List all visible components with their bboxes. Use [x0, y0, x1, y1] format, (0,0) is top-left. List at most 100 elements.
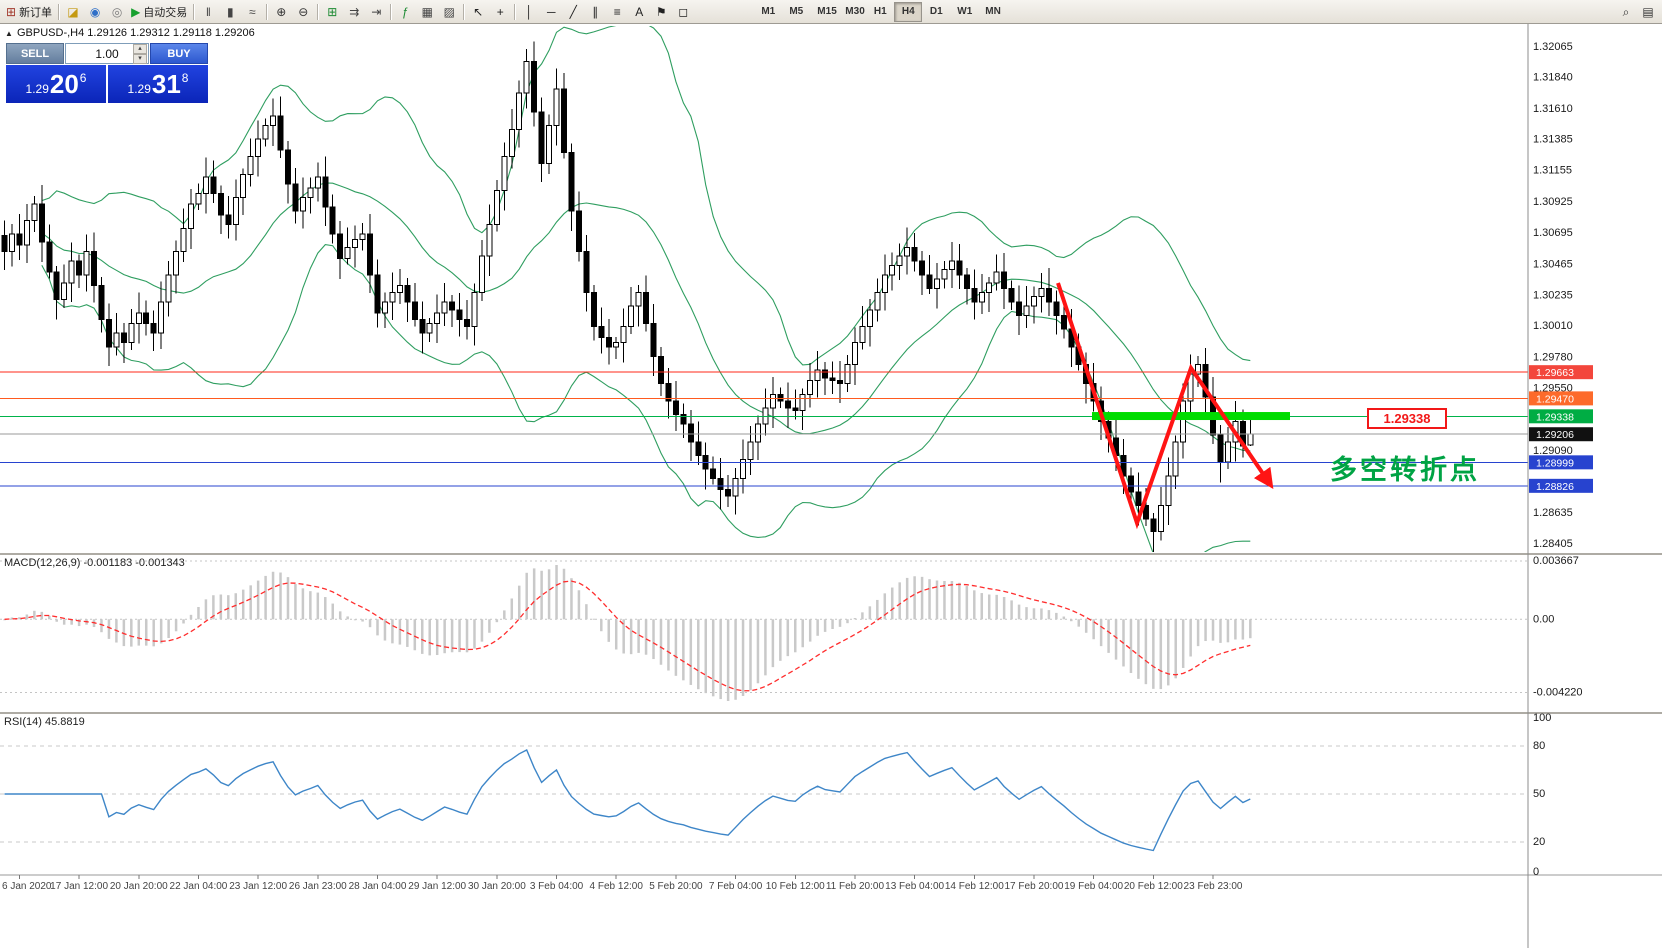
svg-text:5 Feb 20:00: 5 Feb 20:00 [649, 881, 703, 892]
shapes-tool-button[interactable]: ◻ [672, 2, 694, 22]
zigzag-arrow-annotation[interactable] [1056, 282, 1274, 530]
one-click-collapse-arrow[interactable]: ▲ [5, 29, 13, 38]
buy-price-big: 31 [151, 69, 181, 99]
svg-text:1.32065: 1.32065 [1533, 41, 1573, 53]
sell-price-pip: 6 [79, 70, 87, 85]
channel-tool-button[interactable]: ∥ [584, 2, 606, 22]
indicators-button[interactable]: ƒ [394, 2, 416, 22]
zoom-out-icon: ⊖ [298, 4, 309, 19]
sell-price-button[interactable]: 1.29 20 6 [6, 65, 106, 103]
vertical-line-tool-icon: │ [525, 4, 534, 19]
svg-text:28 Jan 04:00: 28 Jan 04:00 [349, 881, 407, 892]
panel-divider[interactable] [0, 553, 1662, 555]
chart-shift-button[interactable]: ⇥ [365, 2, 387, 22]
line-chart-type-button[interactable]: ≈ [241, 2, 263, 22]
svg-text:29 Jan 12:00: 29 Jan 12:00 [408, 881, 466, 892]
rsi-line [4, 749, 1251, 852]
svg-text:1.29206: 1.29206 [1536, 429, 1574, 441]
auto-trading-icon: ▶ [131, 4, 141, 19]
line-chart-type-icon: ≈ [249, 4, 256, 19]
sell-button[interactable]: SELL [6, 43, 64, 64]
chart-shift-icon: ⇥ [371, 4, 382, 19]
svg-text:14 Feb 12:00: 14 Feb 12:00 [945, 881, 1004, 892]
zoom-in-button[interactable]: ⊕ [270, 2, 292, 22]
timeframe-m1[interactable]: M1 [754, 2, 782, 22]
svg-text:1.29780: 1.29780 [1533, 351, 1573, 363]
svg-text:23 Feb 23:00: 23 Feb 23:00 [1184, 881, 1243, 892]
support-zone-bar[interactable] [1092, 412, 1290, 421]
svg-text:26 Jan 23:00: 26 Jan 23:00 [289, 881, 347, 892]
zoom-in-icon: ⊕ [276, 4, 287, 19]
svg-text:50: 50 [1533, 788, 1545, 800]
templates-button[interactable]: ▨ [438, 2, 460, 22]
svg-text:80: 80 [1533, 740, 1545, 752]
toolbar-separator [266, 3, 268, 20]
svg-text:4 Feb 12:00: 4 Feb 12:00 [590, 881, 644, 892]
new-order-button[interactable]: ⊞ 新订单 [3, 2, 55, 22]
search-icon: ⌕ [1622, 4, 1630, 19]
svg-text:1.30010: 1.30010 [1533, 320, 1573, 332]
zoom-out-button[interactable]: ⊖ [292, 2, 314, 22]
annotation-text: 多空转折点 [1330, 455, 1480, 485]
svg-text:0.003667: 0.003667 [1533, 555, 1579, 567]
timeframe-m15[interactable]: M15 [810, 2, 838, 22]
svg-text:1.29663: 1.29663 [1536, 367, 1574, 379]
svg-text:1.30925: 1.30925 [1533, 196, 1573, 208]
svg-text:23 Jan 12:00: 23 Jan 12:00 [229, 881, 287, 892]
trendline-tool-button[interactable]: ╱ [562, 2, 584, 22]
navigator-button[interactable]: ◎ [106, 2, 128, 22]
new-order-icon: ⊞ [6, 4, 17, 19]
svg-text:6 Jan 2020: 6 Jan 2020 [2, 881, 52, 892]
candlestick-chart-type-button[interactable]: ▮ [219, 2, 241, 22]
svg-text:20 Jan 20:00: 20 Jan 20:00 [110, 881, 168, 892]
auto-scroll-button[interactable]: ⇉ [343, 2, 365, 22]
periods-button[interactable]: ▦ [416, 2, 438, 22]
timeframe-d1[interactable]: D1 [922, 2, 950, 22]
buy-price-pip: 8 [181, 70, 189, 85]
vertical-line-tool-button[interactable]: │ [518, 2, 540, 22]
tile-windows-button[interactable]: ⊞ [321, 2, 343, 22]
timeframe-h1[interactable]: H1 [866, 2, 894, 22]
volume-down-button[interactable]: ▾ [133, 53, 147, 64]
svg-text:1.31385: 1.31385 [1533, 133, 1573, 145]
horizontal-line-tool-button[interactable]: ─ [540, 2, 562, 22]
volume-up-button[interactable]: ▴ [133, 43, 147, 54]
text-tool-button[interactable]: A [628, 2, 650, 22]
toolbar-buttons: ⊞ 新订单 ◪ ◉ ◎ ▶ 自动交易 ‖ ▮ ≈ ⊕ ⊖ ⊞ ⇉ ⇥ ƒ ▦ ▨ ↖ + │ ─ ╱ ∥ ≡ A ⚑ ◻ [3, 2, 694, 22]
price-callout[interactable]: 1.29338 [1367, 408, 1447, 429]
trendline-tool-icon: ╱ [569, 4, 577, 19]
timeframe-h4[interactable]: H4 [894, 1, 923, 22]
volume-stepper[interactable]: 1.00 ▴ ▾ [65, 43, 149, 64]
panel-divider[interactable] [0, 712, 1662, 714]
bar-chart-type-button[interactable]: ‖ [197, 2, 219, 22]
buy-button[interactable]: BUY [150, 43, 208, 64]
fibonacci-tool-button[interactable]: ≡ [606, 2, 628, 22]
timeframe-m5[interactable]: M5 [782, 2, 810, 22]
search-button[interactable]: ⌕ [1615, 2, 1637, 22]
sell-price-big: 20 [49, 69, 79, 99]
auto-scroll-icon: ⇉ [349, 4, 360, 19]
sell-price-prefix: 1.29 [25, 81, 49, 96]
timeframe-mn[interactable]: MN [978, 2, 1006, 22]
timeframe-w1[interactable]: W1 [950, 2, 978, 22]
quick-menu-button[interactable]: ▤ [1637, 2, 1659, 22]
crosshair-tool-button[interactable]: + [489, 2, 511, 22]
buy-price-button[interactable]: 1.29 31 8 [108, 65, 208, 103]
volume-value[interactable]: 1.00 [95, 46, 119, 61]
buy-price-prefix: 1.29 [127, 81, 151, 96]
horizontal-line-tool-icon: ─ [547, 4, 556, 19]
auto-trading-button-label: 自动交易 [143, 6, 188, 19]
timeframe-m30[interactable]: M30 [838, 2, 866, 22]
auto-trading-button[interactable]: ▶ 自动交易 [128, 2, 190, 22]
arrows-tool-button[interactable]: ⚑ [650, 2, 672, 22]
timeframe-buttons: M1 M5 M15 M30 H1 H4 D1 W1 MN [754, 1, 1006, 22]
svg-text:1.31155: 1.31155 [1533, 165, 1572, 177]
svg-text:1.28826: 1.28826 [1536, 481, 1574, 493]
market-watch-button[interactable]: ◉ [84, 2, 106, 22]
chart-profiles-button[interactable]: ◪ [62, 2, 84, 22]
candlestick-chart-type-icon: ▮ [226, 4, 234, 19]
toolbar-separator [193, 3, 195, 20]
cursor-tool-button[interactable]: ↖ [467, 2, 489, 22]
